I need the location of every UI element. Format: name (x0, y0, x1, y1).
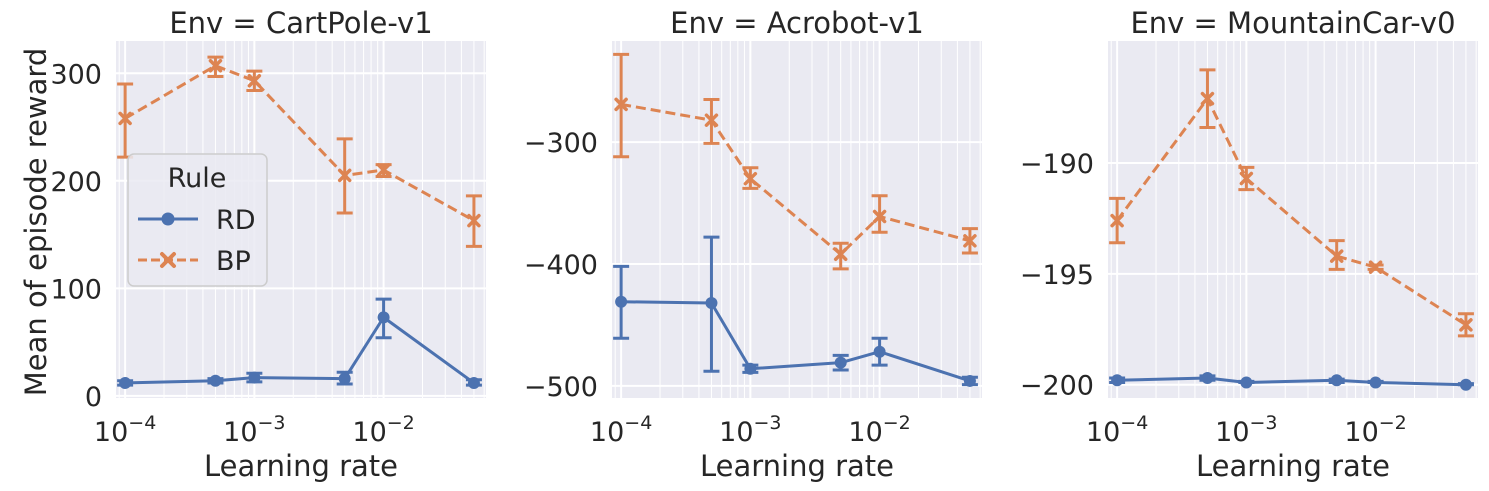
panel-title: Env = Acrobot-v1 (670, 6, 924, 40)
y-tick-label: 100 (50, 274, 102, 305)
legend-label-bp: BP (216, 246, 251, 277)
data-point-rd (248, 371, 261, 384)
x-tick-label: 10−4 (590, 412, 652, 448)
legend-marker-rd (161, 212, 175, 226)
x-tick-label: 10−4 (1086, 412, 1148, 448)
data-point-bp (208, 58, 223, 73)
panel-mountaincar: −200 −195 −190 10−4 10−3 10−2 Env = Mountain… (1020, 6, 1478, 483)
series-line-bp (620, 102, 971, 256)
series-line-rd (125, 315, 475, 385)
y-axis-label: Mean of episode reward (19, 48, 53, 396)
y-tick-label: −190 (1020, 149, 1094, 180)
legend-label-rd: RD (216, 205, 256, 236)
data-marks (613, 52, 978, 387)
data-point-rd (963, 374, 976, 387)
x-axis-label: Learning rate (1196, 449, 1390, 483)
data-point-bp (872, 209, 887, 224)
y-tick-label: −300 (524, 128, 598, 159)
series-line-bp (1115, 97, 1467, 327)
x-tick-label: 10−3 (1215, 412, 1277, 448)
y-tick-label: 0 (85, 382, 102, 413)
y-tick-labels: −500 −400 −300 (524, 128, 598, 403)
data-point-bp (467, 213, 481, 228)
data-point-rd (467, 376, 480, 389)
data-point-rd (1240, 376, 1253, 389)
panel-title: Env = MountainCar-v0 (1130, 6, 1455, 40)
data-point-rd (1369, 376, 1382, 389)
data-point-bp (1239, 171, 1254, 186)
x-tick-labels: 10−4 10−3 10−2 (590, 412, 911, 448)
panel-title: Env = CartPole-v1 (169, 6, 432, 40)
y-tick-labels: −200 −195 −190 (1020, 149, 1094, 402)
data-point-rd (873, 345, 886, 358)
data-point-bp (337, 168, 352, 183)
y-tick-label: 300 (50, 59, 102, 90)
y-tick-label: 200 (50, 167, 102, 198)
legend-marker-bp (160, 252, 176, 268)
legend-title: Rule (168, 163, 227, 194)
data-point-bp (963, 234, 977, 248)
panel-cartpole: 0 100 200 300 10−4 10−3 10−2 Env = CartPole-v… (50, 6, 486, 483)
series-line-bp (124, 64, 475, 222)
plot-area (612, 41, 982, 398)
x-axis-label: Learning rate (700, 449, 894, 483)
x-axis-label: Learning rate (204, 449, 398, 483)
y-tick-label: −200 (1020, 371, 1094, 402)
data-point-bp (614, 97, 628, 112)
x-tick-label: 10−3 (223, 412, 285, 448)
panel-acrobot: −500 −400 −300 10−4 10−3 10−2 Env = Acrobot-… (524, 6, 982, 483)
data-point-rd (615, 295, 628, 308)
data-point-rd (705, 296, 718, 309)
series-line-rd (621, 300, 971, 383)
data-point-rd (1330, 374, 1343, 387)
data-point-bp (1200, 91, 1215, 106)
x-tick-labels: 10−4 10−3 10−2 (94, 412, 415, 448)
data-point-bp (1329, 249, 1344, 263)
data-marks (117, 55, 482, 389)
y-tick-label: −195 (1020, 260, 1094, 291)
data-point-rd (1111, 374, 1124, 387)
data-point-rd (377, 311, 390, 324)
data-point-rd (1459, 378, 1472, 391)
data-point-bp (247, 74, 262, 88)
data-marks (1109, 68, 1474, 391)
data-point-bp (118, 111, 132, 126)
series-line-rd (1117, 376, 1466, 387)
y-tick-label: −400 (524, 250, 598, 281)
data-point-rd (209, 374, 222, 387)
y-tick-labels: 0 100 200 300 (50, 59, 102, 413)
x-tick-label: 10−4 (94, 412, 156, 448)
data-point-rd (119, 376, 132, 389)
x-tick-label: 10−2 (352, 412, 414, 448)
x-tick-label: 10−2 (848, 412, 910, 448)
x-tick-labels: 10−4 10−3 10−2 (1086, 412, 1407, 448)
y-tick-label: −500 (524, 372, 598, 403)
data-point-bp (1459, 318, 1473, 332)
x-tick-label: 10−2 (1344, 412, 1406, 448)
data-point-rd (1201, 372, 1214, 385)
data-point-bp (376, 163, 391, 177)
data-point-rd (834, 356, 847, 369)
data-point-bp (704, 113, 719, 127)
grid (1108, 41, 1478, 398)
data-point-bp (743, 171, 758, 186)
data-point-bp (1110, 213, 1124, 228)
x-tick-label: 10−3 (719, 412, 781, 448)
data-point-bp (1368, 260, 1383, 274)
data-point-rd (744, 362, 757, 375)
data-point-bp (833, 247, 848, 261)
data-point-rd (338, 372, 351, 385)
legend: Rule RD BP (127, 153, 268, 287)
